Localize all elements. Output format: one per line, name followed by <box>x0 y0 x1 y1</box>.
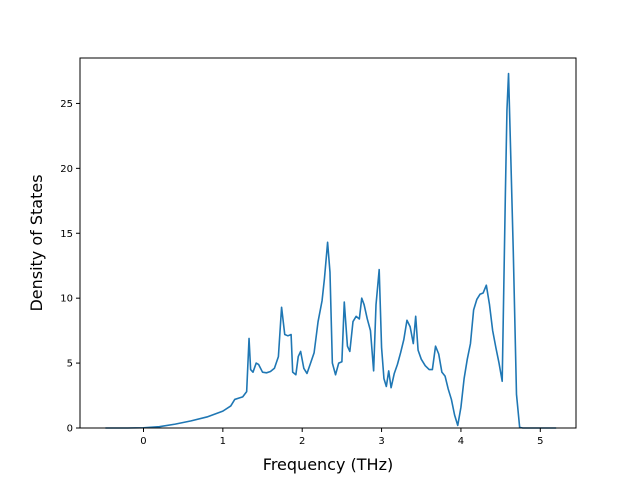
x-tick-label: 5 <box>537 436 543 447</box>
x-tick-label: 4 <box>458 436 464 447</box>
x-tick-label: 2 <box>299 436 305 447</box>
x-axis-label: Frequency (THz) <box>263 455 393 474</box>
tick-layer: 0 1 2 3 4 5 0 5 10 15 20 25 <box>60 99 543 447</box>
x-tick-label: 0 <box>140 436 146 447</box>
x-tick-label: 3 <box>378 436 384 447</box>
y-tick-label: 15 <box>60 229 73 240</box>
y-tick-label: 25 <box>60 99 73 110</box>
y-tick-label: 10 <box>60 294 73 305</box>
x-tick-label: 1 <box>220 436 226 447</box>
plot-frame <box>79 57 577 429</box>
plot-layer <box>105 72 557 429</box>
y-tick-label: 20 <box>60 164 73 175</box>
y-tick-label: 0 <box>67 424 73 435</box>
y-tick-label: 5 <box>67 359 73 370</box>
y-axis-label: Density of States <box>27 174 46 311</box>
dos-series-line-0 <box>105 72 557 429</box>
